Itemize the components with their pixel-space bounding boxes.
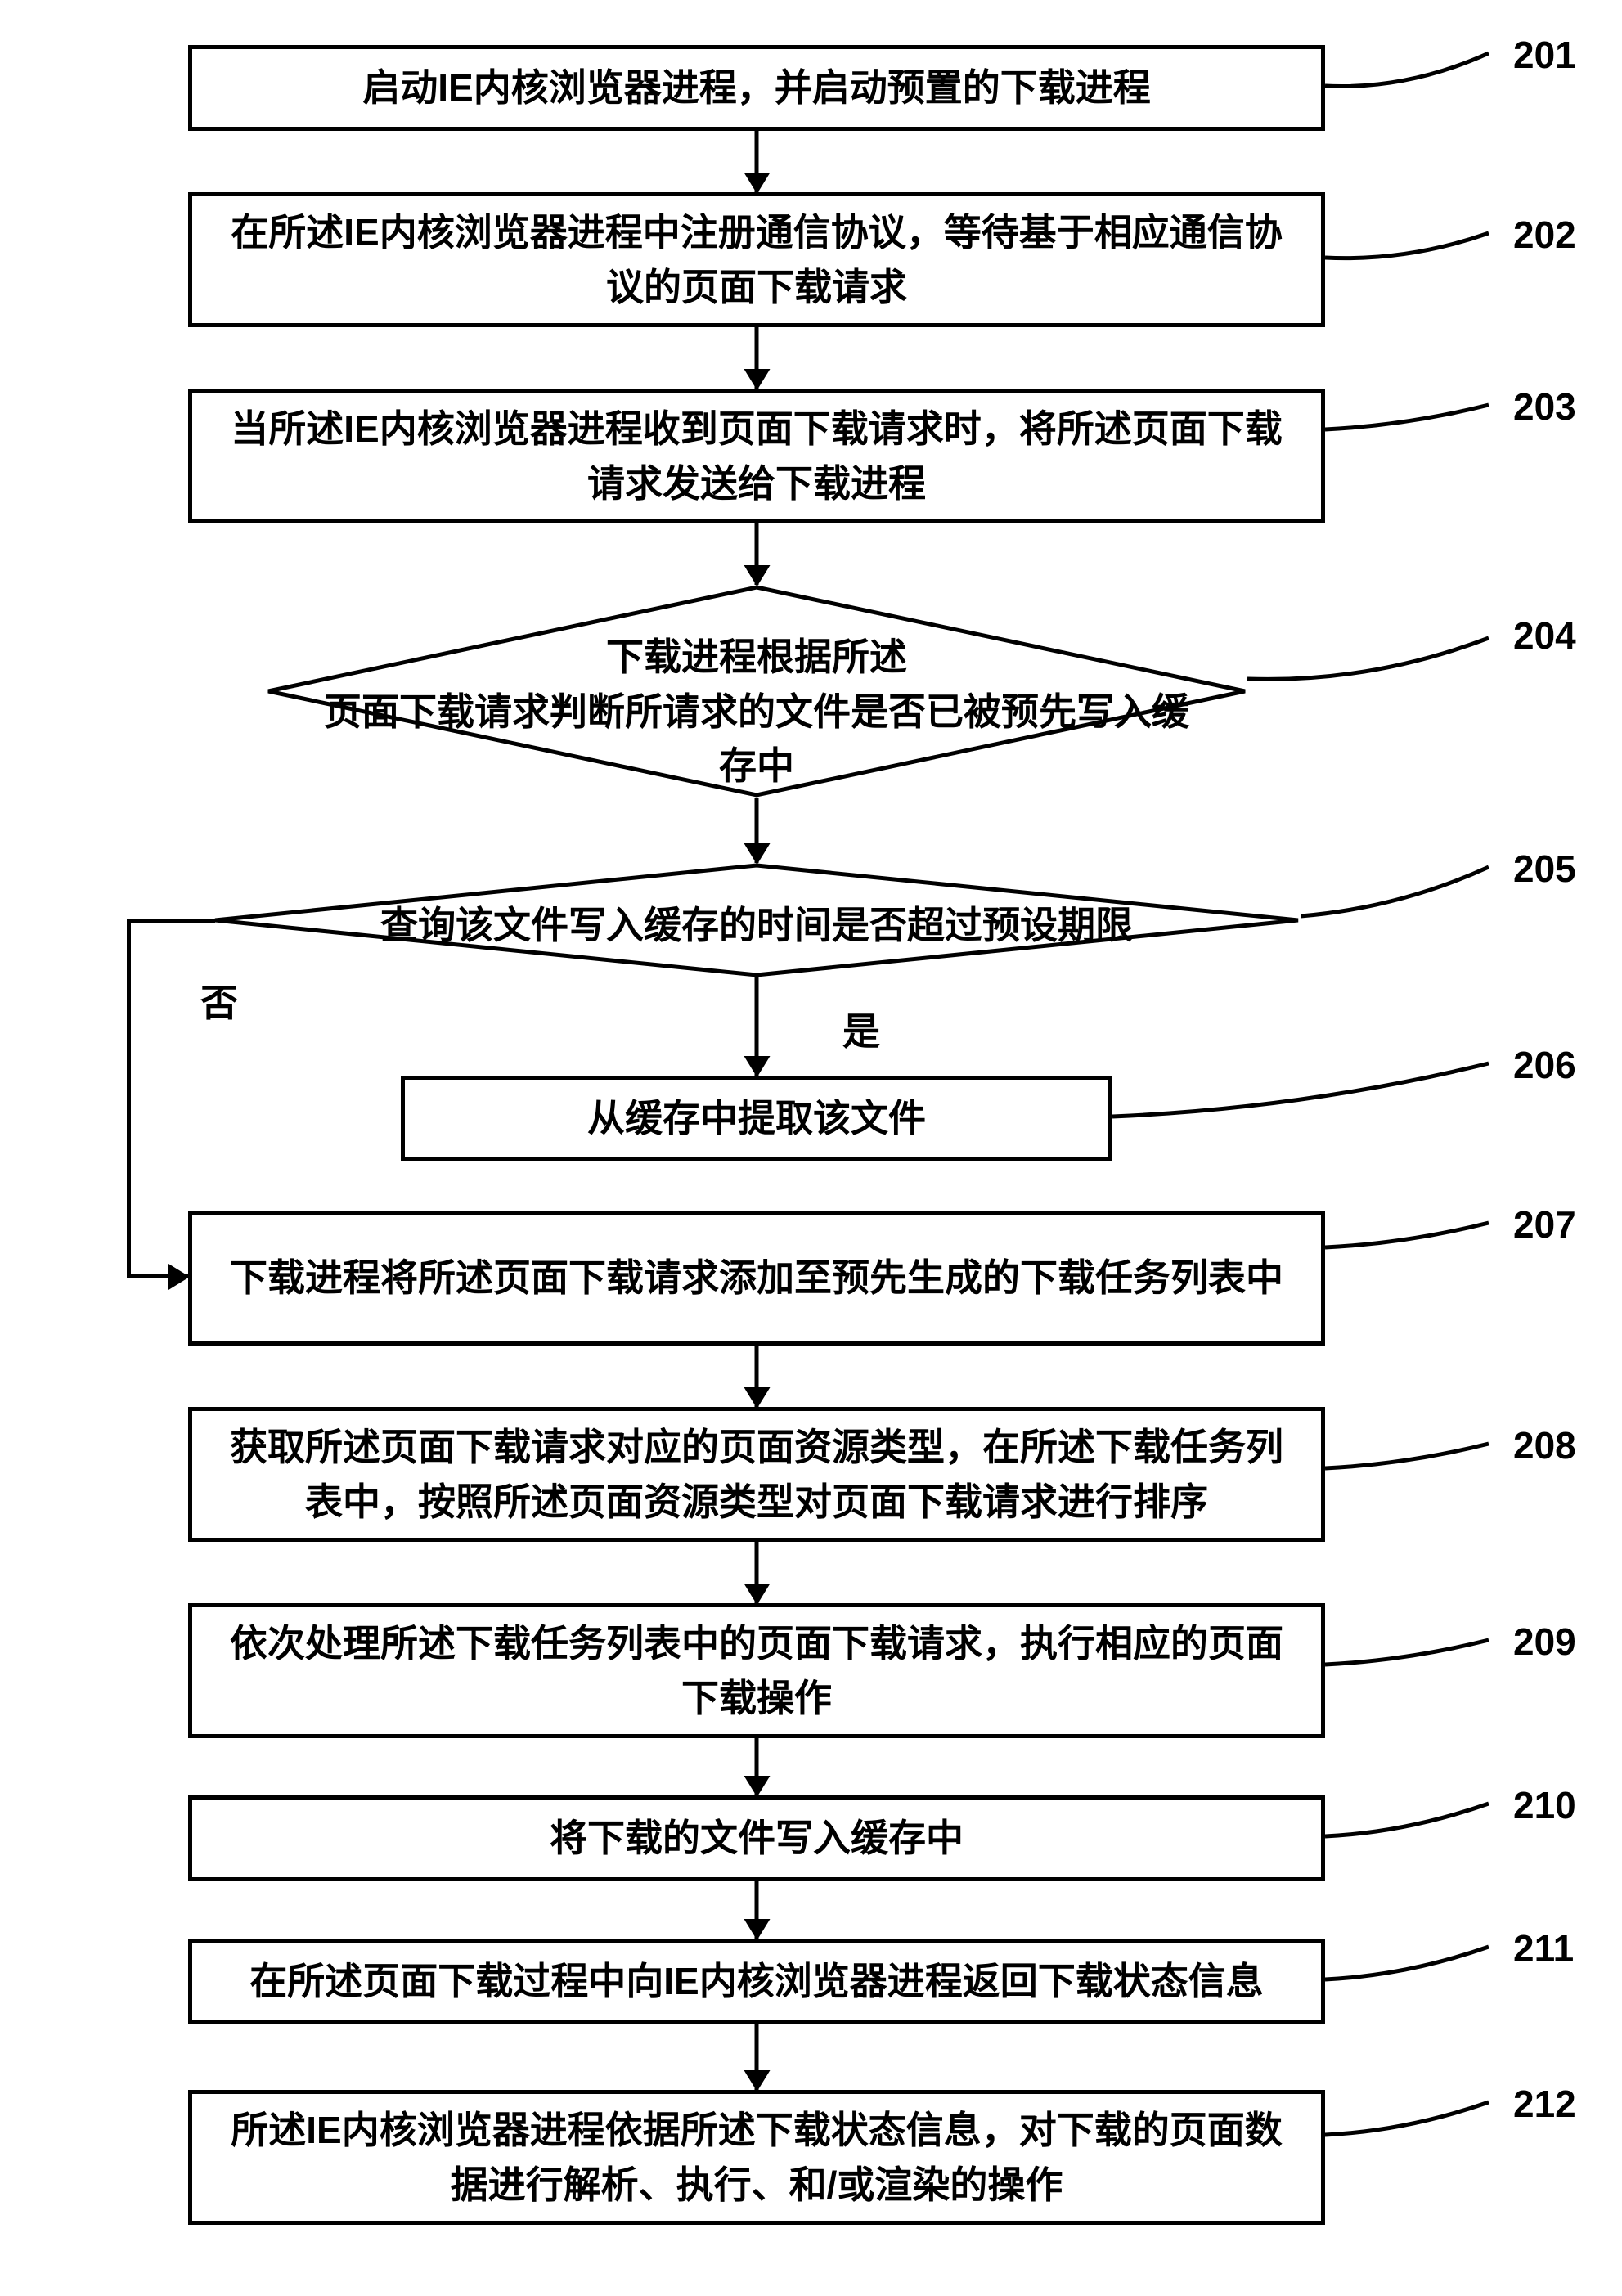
- step-201: 启动IE内核浏览器进程，并启动预置的下载进程: [188, 45, 1325, 131]
- label-204: 204: [1513, 613, 1576, 658]
- step-211: 在所述页面下载过程中向IE内核浏览器进程返回下载状态信息: [188, 1939, 1325, 2024]
- leader-206: [1112, 1059, 1497, 1133]
- label-210: 210: [1513, 1783, 1576, 1827]
- label-201: 201: [1513, 33, 1576, 77]
- leader-205: [1301, 863, 1497, 928]
- step-209-text: 依次处理所述下载任务列表中的页面下载请求，执行相应的页面下载操作: [217, 1616, 1296, 1725]
- step-203: 当所述IE内核浏览器进程收到页面下载请求时，将所述页面下载请求发送给下载进程: [188, 389, 1325, 523]
- leader-203: [1325, 401, 1497, 458]
- leader-204: [1247, 634, 1497, 708]
- step-207-text: 下载进程将所述页面下载请求添加至预先生成的下载任务列表中: [230, 1251, 1283, 1305]
- label-212: 212: [1513, 2082, 1576, 2126]
- leader-202: [1325, 229, 1497, 286]
- arrow-204-205: [755, 798, 759, 863]
- label-202: 202: [1513, 213, 1576, 257]
- leader-201: [1325, 49, 1497, 106]
- label-205: 205: [1513, 847, 1576, 891]
- step-208: 获取所述页面下载请求对应的页面资源类型，在所述下载任务列表中，按照所述页面资源类…: [188, 1407, 1325, 1542]
- connector-205-left-h: [127, 919, 215, 923]
- leader-211: [1325, 1943, 1497, 2000]
- connector-205-left-v: [127, 919, 131, 1276]
- leader-208: [1325, 1440, 1497, 1497]
- label-208: 208: [1513, 1423, 1576, 1467]
- arrow-203-204: [755, 523, 759, 585]
- decision-205: 查询该文件写入缓存的时间是否超过预设期限: [213, 863, 1301, 977]
- arrow-201-202: [755, 131, 759, 192]
- step-206: 从缓存中提取该文件: [401, 1076, 1112, 1161]
- connector-205-left-to-207: [127, 1274, 188, 1278]
- step-206-text: 从缓存中提取该文件: [587, 1091, 926, 1146]
- step-211-text: 在所述页面下载过程中向IE内核浏览器进程返回下载状态信息: [249, 1954, 1263, 2009]
- step-212: 所述IE内核浏览器进程依据所述下载状态信息，对下载的页面数据进行解析、执行、和/…: [188, 2090, 1325, 2225]
- step-208-text: 获取所述页面下载请求对应的页面资源类型，在所述下载任务列表中，按照所述页面资源类…: [217, 1420, 1296, 1529]
- step-209: 依次处理所述下载任务列表中的页面下载请求，执行相应的页面下载操作: [188, 1603, 1325, 1738]
- arrow-202-203: [755, 327, 759, 389]
- label-no: 否: [200, 973, 238, 1027]
- step-212-text: 所述IE内核浏览器进程依据所述下载状态信息，对下载的页面数据进行解析、执行、和/…: [217, 2103, 1296, 2212]
- label-209: 209: [1513, 1620, 1576, 1664]
- label-yes: 是: [842, 1002, 880, 1056]
- label-203: 203: [1513, 384, 1576, 429]
- step-202-text: 在所述IE内核浏览器进程中注册通信协议，等待基于相应通信协议的页面下载请求: [217, 205, 1296, 314]
- label-207: 207: [1513, 1202, 1576, 1247]
- leader-209: [1325, 1636, 1497, 1693]
- arrow-208-209: [755, 1542, 759, 1603]
- arrow-210-211: [755, 1881, 759, 1939]
- label-211: 211: [1513, 1926, 1574, 1970]
- arrow-211-212: [755, 2024, 759, 2090]
- arrow-207-208: [755, 1346, 759, 1407]
- decision-204-text: 下载进程根据所述页面下载请求判断所请求的文件是否已被预先写入缓存中: [266, 630, 1247, 793]
- leader-207: [1325, 1219, 1497, 1276]
- step-210-text: 将下载的文件写入缓存中: [550, 1811, 964, 1866]
- step-207: 下载进程将所述页面下载请求添加至预先生成的下载任务列表中: [188, 1211, 1325, 1346]
- flowchart-container: 启动IE内核浏览器进程，并启动预置的下载进程 201 在所述IE内核浏览器进程中…: [0, 0, 1622, 2296]
- leader-212: [1325, 2098, 1497, 2155]
- arrow-205-206: [755, 977, 759, 1076]
- step-201-text: 启动IE内核浏览器进程，并启动预置的下载进程: [362, 61, 1150, 115]
- step-203-text: 当所述IE内核浏览器进程收到页面下载请求时，将所述页面下载请求发送给下载进程: [217, 402, 1296, 510]
- leader-210: [1325, 1800, 1497, 1857]
- arrow-209-210: [755, 1738, 759, 1795]
- decision-204: 下载进程根据所述页面下载请求判断所请求的文件是否已被预先写入缓存中: [266, 585, 1247, 798]
- step-202: 在所述IE内核浏览器进程中注册通信协议，等待基于相应通信协议的页面下载请求: [188, 192, 1325, 327]
- label-206: 206: [1513, 1043, 1576, 1087]
- decision-205-text: 查询该文件写入缓存的时间是否超过预设期限: [213, 898, 1301, 953]
- step-210: 将下载的文件写入缓存中: [188, 1795, 1325, 1881]
